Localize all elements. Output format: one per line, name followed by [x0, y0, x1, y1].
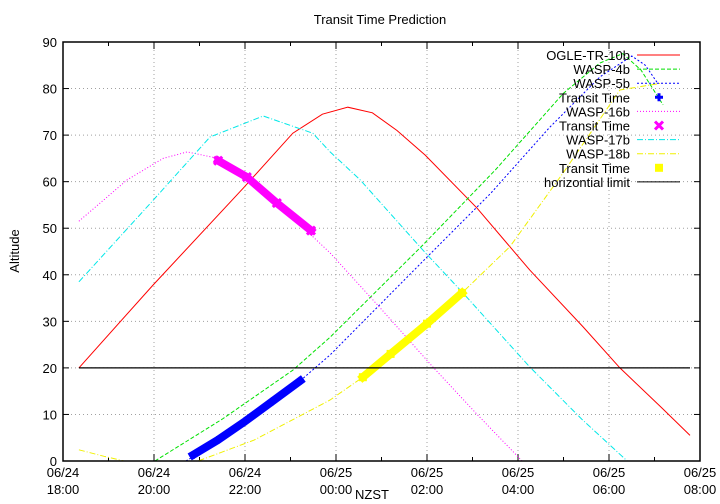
y-tick-label: 90 [43, 35, 57, 50]
legend-label: Transit Time [559, 161, 630, 176]
transit-marker-cross [241, 171, 252, 183]
x-tick-time: 22:00 [229, 482, 262, 497]
transit-marker-box [358, 373, 367, 382]
transit-marker-cross [305, 225, 317, 236]
y-tick-label: 50 [43, 221, 57, 236]
legend-label: horizontial limit [544, 175, 630, 190]
x-tick-date: 06/25 [411, 465, 444, 480]
x-tick-date: 06/24 [47, 465, 80, 480]
x-tick-date: 06/24 [229, 465, 262, 480]
y-tick-label: 10 [43, 407, 57, 422]
legend-label: WASP-18b [566, 147, 630, 162]
series-line-wasp-17b [78, 115, 628, 462]
legend-label: Transit Time [559, 119, 630, 134]
x-tick-date: 06/24 [138, 465, 171, 480]
x-tick-time: 04:00 [502, 482, 535, 497]
y-tick-label: 0 [50, 454, 57, 469]
axis-ticks: 0 10 20 30 40 50 60 70 80 90 06/24 18:00 06/24 20:00 0… [43, 35, 717, 497]
transit-band-transit-time-8 [357, 287, 468, 383]
x-tick-time: 06:00 [593, 482, 626, 497]
transit-marker-plus [189, 450, 198, 459]
transit-marker-cross [653, 120, 665, 131]
plot-border [62, 41, 701, 462]
x-axis-label: NZST [355, 487, 389, 502]
transit-marker-plus [213, 436, 222, 445]
chart-title: Transit Time Prediction [314, 12, 446, 27]
legend-label: WASP-16b [566, 104, 630, 119]
legend-label: WASP-4b [573, 62, 630, 77]
x-tick-time: 02:00 [411, 482, 444, 497]
x-tick-date: 06/25 [593, 465, 626, 480]
transit-band-transit-time-3 [187, 375, 306, 461]
legend-label: WASP-17b [566, 133, 630, 148]
series-line-wasp-16b [78, 151, 523, 462]
y-tick-label: 20 [43, 361, 57, 376]
y-tick-label: 40 [43, 268, 57, 283]
y-tick-label: 70 [43, 128, 57, 143]
legend-label: WASP-5b [573, 76, 630, 91]
transit-marker-cross [271, 198, 282, 209]
x-tick-time: 20:00 [138, 482, 171, 497]
x-tick-time: 00:00 [320, 482, 353, 497]
y-tick-label: 30 [43, 314, 57, 329]
transit-marker-box [458, 288, 467, 297]
y-tick-label: 80 [43, 82, 57, 97]
legend-label: OGLE-TR-10b [546, 48, 630, 63]
transit-marker-box [655, 163, 663, 172]
transit-marker-box [423, 319, 431, 328]
x-tick-time: 08:00 [684, 482, 717, 497]
transit-marker-plus [268, 397, 277, 406]
y-axis-label: Altitude [7, 229, 22, 272]
series-line-wasp-4b [154, 53, 664, 462]
transit-band-transit-time-5 [212, 155, 317, 237]
series-line-ogle-tr-10b [78, 106, 691, 436]
x-tick-date: 06/25 [684, 465, 717, 480]
transit-marker-box [386, 349, 395, 358]
x-tick-date: 06/25 [502, 465, 535, 480]
transit-marker-plus [241, 417, 249, 426]
transit-marker-plus [296, 376, 305, 385]
legend-label: Transit Time [559, 90, 630, 105]
x-tick-date: 06/25 [320, 465, 353, 480]
transit-marker-cross [213, 155, 224, 166]
y-tick-label: 60 [43, 175, 57, 190]
transit-marker-plus [655, 93, 663, 102]
x-tick-time: 18:00 [47, 482, 80, 497]
